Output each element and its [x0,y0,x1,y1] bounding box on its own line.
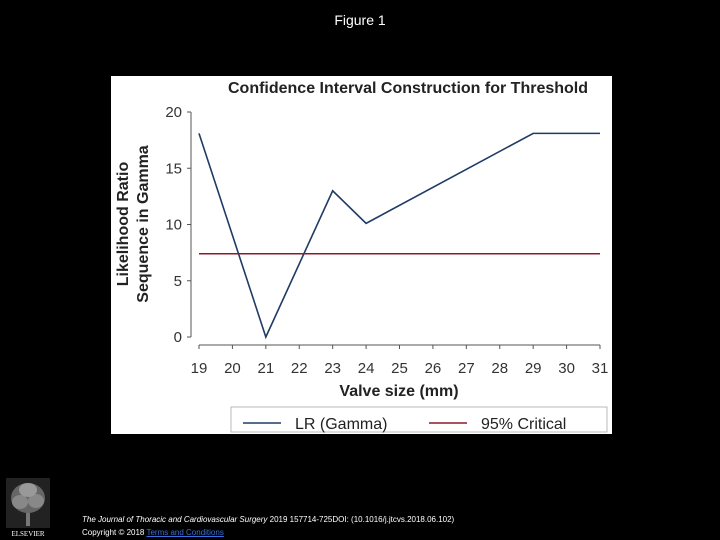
x-tick-label: 25 [391,360,408,377]
x-tick-label: 24 [358,360,375,377]
x-tick-label: 27 [458,360,475,377]
copyright-text: Copyright © 2018 [82,528,147,537]
citation: The Journal of Thoracic and Cardiovascul… [82,515,454,524]
y-axis-label-line1: Likelihood Ratio [115,162,132,287]
y-tick-label: 0 [174,329,182,346]
axes: 0 5 10 15 20 19 20 21 22 23 24 25 26 27 28 29 30 31 [165,104,608,377]
x-tick-label: 22 [291,360,308,377]
legend-box [230,406,608,433]
lr-gamma-series-line [198,132,600,340]
y-tick-label: 20 [165,104,182,121]
citation-details: 2019 157714-725DOI: (10.1016/j.jtcvs.201… [267,515,455,524]
legend-label: LR (Gamma) [295,416,387,433]
series-layer [198,132,600,340]
journal-name: The Journal of Thoracic and Cardiovascul… [82,515,268,524]
x-tick-label: 29 [525,360,542,377]
x-tick-label: 31 [592,360,609,377]
legend-label: 95% Critical [481,416,566,433]
chart-title: Confidence Interval Construction for Thr… [228,80,588,97]
y-axis-label-line2: Sequence in Gamma [135,145,152,302]
y-tick-label: 10 [165,217,182,234]
slide-title: Figure 1 [334,12,386,28]
x-tick-label: 26 [425,360,442,377]
y-tick-label: 15 [165,160,182,177]
copyright: Copyright © 2018 Terms and Conditions [82,528,224,537]
elsevier-tree-logo-icon: ELSEVIER [6,478,50,538]
legend: LR (Gamma) 95% Critical [230,406,608,433]
line-chart: Confidence Interval Construction for Thr… [115,80,608,433]
y-tick-label: 5 [174,273,182,290]
x-tick-label: 19 [191,360,208,377]
x-axis-label: Valve size (mm) [339,383,458,400]
x-tick-label: 20 [224,360,241,377]
x-tick-label: 30 [558,360,575,377]
x-tick-label: 21 [257,360,274,377]
x-tick-label: 28 [491,360,508,377]
elsevier-wordmark: ELSEVIER [11,530,44,538]
x-tick-label: 23 [324,360,341,377]
chart-panel: Confidence Interval Construction for Thr… [111,76,612,434]
terms-link[interactable]: Terms and Conditions [146,528,224,537]
